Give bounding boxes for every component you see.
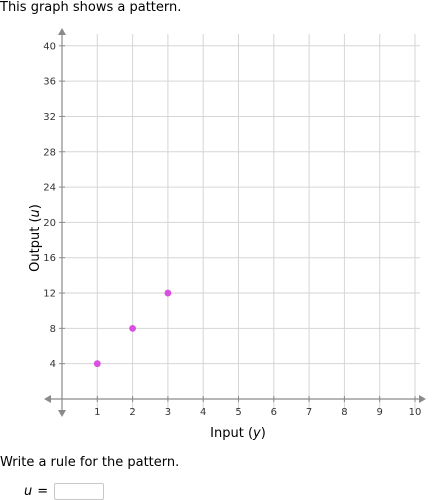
x-tick-label: 3: [165, 407, 171, 418]
x-axis-right-arrow-icon: [419, 395, 426, 403]
x-axis-left-arrow-icon: [44, 395, 51, 403]
y-tick-label: 12: [43, 289, 56, 300]
prompt-text: This graph shows a pattern.: [0, 0, 182, 15]
y-tick-label: 36: [43, 77, 56, 88]
y-tick-label: 24: [43, 183, 56, 194]
y-tick-label: 40: [43, 41, 56, 52]
x-tick-label: 4: [200, 407, 206, 418]
x-tick-label: 5: [235, 407, 241, 418]
y-tick-label: 4: [50, 359, 56, 370]
data-point: [129, 324, 137, 332]
y-axis-down-arrow-icon: [58, 410, 66, 417]
data-point: [164, 289, 172, 297]
equals-sign: =: [37, 483, 49, 499]
y-tick-labels: 4 8 12 16 20 24 28 32 36 40: [43, 41, 56, 370]
answer-variable: u: [24, 483, 33, 499]
y-tick-label: 8: [50, 324, 56, 335]
y-axis-label: Output (u): [28, 204, 43, 272]
x-tick-label: 9: [377, 407, 383, 418]
y-tick-label: 28: [43, 147, 56, 158]
data-points: [93, 289, 172, 368]
x-tick-labels: 1 2 3 4 5 6 7 8 9 10: [94, 407, 421, 418]
answer-input[interactable]: [54, 482, 105, 500]
question-text: Write a rule for the pattern.: [0, 455, 180, 470]
grid-lines: [64, 34, 420, 410]
data-point: [93, 360, 101, 368]
x-tick-label: 6: [271, 407, 277, 418]
y-tick-label: 20: [43, 218, 56, 229]
axes: [44, 28, 426, 417]
x-tick-label: 8: [341, 407, 347, 418]
y-axis-up-arrow-icon: [58, 28, 66, 35]
y-tick-label: 32: [43, 112, 56, 123]
x-axis-label: Input (y): [210, 426, 266, 441]
x-tick-label: 2: [129, 407, 135, 418]
x-tick-label: 10: [409, 407, 422, 418]
y-tick-label: 16: [43, 253, 56, 264]
x-tick-label: 1: [94, 407, 100, 418]
x-tick-label: 7: [306, 407, 312, 418]
answer-row: u =: [24, 482, 105, 500]
